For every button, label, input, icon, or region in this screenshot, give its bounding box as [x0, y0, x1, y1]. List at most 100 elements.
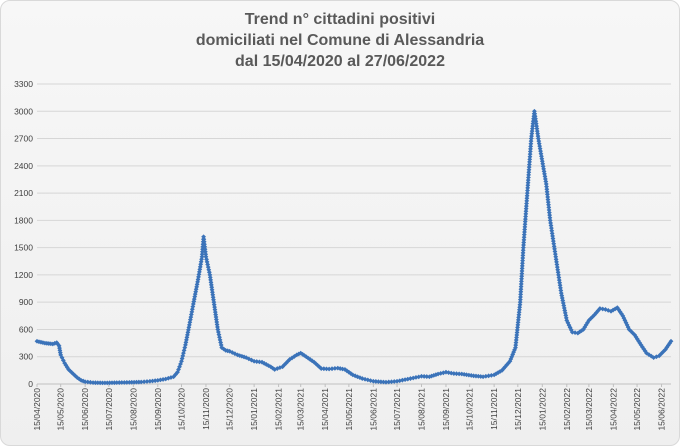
- data-point: [522, 221, 528, 227]
- data-point: [525, 182, 531, 188]
- data-point: [378, 379, 384, 385]
- data-point: [225, 348, 231, 354]
- data-point: [488, 372, 494, 378]
- data-point: [518, 289, 524, 295]
- data-point: [525, 177, 531, 183]
- data-point: [188, 314, 194, 320]
- data-point: [192, 291, 198, 297]
- y-tick-label: 1200: [14, 270, 33, 280]
- data-point: [212, 304, 217, 310]
- data-point: [486, 373, 492, 379]
- data-point: [524, 193, 530, 199]
- data-point: [72, 373, 78, 379]
- x-tick-label: 15/10/2020: [176, 388, 186, 431]
- data-point: [202, 241, 207, 247]
- data-point: [528, 146, 533, 152]
- data-point: [399, 377, 405, 383]
- data-point: [211, 299, 217, 305]
- y-tick-label: 900: [19, 297, 33, 307]
- y-tick-label: 1500: [14, 243, 33, 253]
- series-line: [36, 110, 672, 384]
- data-point: [525, 188, 530, 193]
- data-point: [210, 289, 215, 295]
- y-tick-label: 1800: [14, 215, 33, 225]
- data-point: [528, 141, 534, 147]
- data-point: [521, 242, 526, 248]
- data-point: [202, 244, 208, 250]
- data-point: [518, 286, 524, 292]
- data-point: [541, 168, 547, 174]
- data-point: [517, 307, 522, 313]
- data-point: [52, 340, 58, 346]
- data-point: [527, 149, 533, 154]
- data-point: [165, 375, 171, 381]
- data-point: [526, 175, 531, 180]
- data-point: [421, 374, 427, 379]
- data-point: [176, 367, 181, 372]
- x-tick-label: 15/12/2020: [225, 388, 235, 431]
- y-tick-label: 3300: [14, 79, 33, 89]
- data-point: [296, 351, 302, 357]
- data-point: [121, 380, 127, 385]
- data-point: [525, 180, 531, 186]
- data-point: [526, 172, 532, 178]
- data-point: [534, 126, 540, 132]
- x-tick-label: 15/11/2021: [489, 388, 499, 430]
- data-point: [552, 246, 557, 252]
- data-point: [74, 375, 80, 381]
- data-point: [129, 379, 135, 385]
- data-point: [540, 161, 546, 167]
- data-point: [178, 361, 183, 367]
- x-tick-label: 15/11/2020: [201, 388, 211, 430]
- x-tick-label: 15/03/2022: [584, 388, 594, 431]
- data-point: [526, 162, 532, 167]
- data-point: [555, 267, 561, 273]
- data-point: [519, 266, 525, 271]
- data-point: [114, 380, 120, 386]
- x-tick-label: 15/05/2021: [344, 388, 354, 431]
- y-tick-label: 600: [19, 324, 33, 334]
- data-point: [141, 379, 147, 385]
- x-tick-label: 15/12/2021: [513, 388, 523, 431]
- data-point: [526, 167, 532, 173]
- data-point: [431, 372, 437, 378]
- data-point: [542, 174, 548, 179]
- data-point: [459, 371, 465, 377]
- x-tick-label: 15/03/2021: [296, 388, 306, 431]
- data-point: [524, 198, 530, 204]
- data-point: [523, 203, 529, 209]
- x-tick-label: 15/09/2021: [441, 388, 451, 431]
- data-point: [215, 329, 221, 335]
- y-tick-label: 2700: [14, 134, 33, 144]
- data-point: [321, 366, 327, 372]
- data-point: [497, 369, 503, 374]
- data-point: [50, 341, 56, 347]
- data-point: [155, 377, 161, 383]
- data-point: [198, 259, 204, 265]
- data-point: [519, 268, 525, 274]
- data-point: [523, 216, 528, 222]
- data-point: [516, 309, 522, 315]
- data-point: [524, 195, 530, 201]
- data-point: [528, 143, 534, 149]
- data-point: [160, 377, 166, 382]
- data-point: [521, 240, 527, 245]
- data-point: [519, 279, 524, 284]
- data-point: [163, 376, 169, 382]
- data-point: [38, 339, 44, 345]
- data-point: [194, 284, 200, 290]
- data-point: [518, 281, 524, 287]
- data-point: [419, 373, 424, 379]
- data-point: [519, 271, 525, 277]
- data-point: [519, 263, 525, 269]
- data-point: [381, 379, 386, 385]
- data-point: [289, 355, 295, 361]
- data-point: [206, 267, 212, 273]
- data-point: [210, 294, 216, 300]
- data-point: [443, 369, 449, 375]
- data-point: [547, 217, 553, 223]
- data-point: [668, 338, 674, 344]
- data-point: [391, 379, 397, 384]
- data-point: [521, 237, 527, 243]
